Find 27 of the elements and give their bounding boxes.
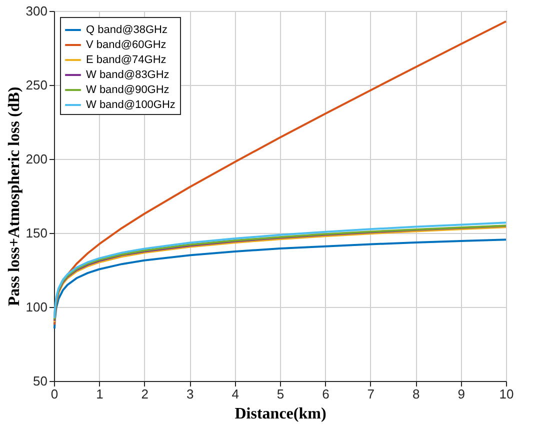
y-tick-label: 50 xyxy=(33,374,48,388)
x-tick-label: 9 xyxy=(458,386,465,402)
legend-label: V band@60GHz xyxy=(86,39,166,51)
legend-label: W band@83GHz xyxy=(86,69,170,81)
x-tick-label: 10 xyxy=(499,386,514,402)
x-tick-label: 0 xyxy=(50,386,58,402)
y-tick-label: 200 xyxy=(26,152,48,166)
y-tick-label: 300 xyxy=(26,4,48,18)
line-series xyxy=(53,20,507,326)
x-tick-label: 8 xyxy=(412,386,420,402)
x-tick-label: 7 xyxy=(367,386,375,402)
y-tick-label: 150 xyxy=(26,226,48,240)
x-tick-label: 3 xyxy=(186,386,194,402)
x-axis-title: Distance(km) xyxy=(234,406,326,422)
line-series xyxy=(53,238,507,330)
x-tick-label: 4 xyxy=(232,386,239,402)
x-tick-label: 2 xyxy=(141,386,149,402)
legend-label: Q band@38GHz xyxy=(86,24,168,36)
y-tick-label: 100 xyxy=(26,300,48,314)
legend-label: W band@100GHz xyxy=(86,99,176,111)
legend-label: E band@74GHz xyxy=(86,54,166,66)
x-tick-label: 1 xyxy=(96,386,104,402)
x-tick-label: 6 xyxy=(322,386,330,402)
x-tick-label: 5 xyxy=(276,386,284,402)
y-axis-title: Pass loss+Atmospheric loss (dB) xyxy=(6,86,23,306)
y-tick-label: 250 xyxy=(26,78,48,92)
legend-label: W band@90GHz xyxy=(86,84,170,96)
